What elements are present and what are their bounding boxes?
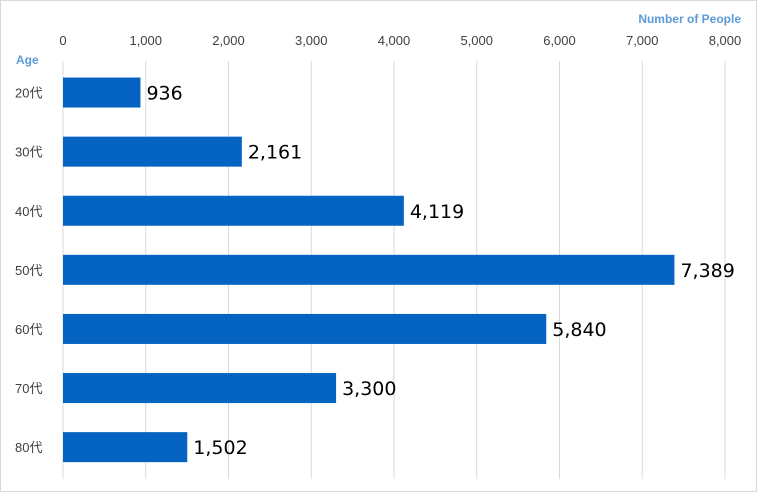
data-label: 5,840: [552, 319, 606, 341]
y-category-label: 30代: [15, 145, 42, 160]
bar: [63, 77, 141, 108]
bar: [63, 195, 404, 226]
x-tick-label: 5,000: [460, 33, 493, 48]
y-category-label: 20代: [15, 86, 42, 101]
data-label: 7,389: [680, 260, 734, 282]
data-label: 2,161: [248, 142, 302, 164]
y-category-label: 60代: [15, 322, 42, 337]
data-label: 1,502: [193, 437, 247, 459]
data-label: 4,119: [410, 201, 464, 223]
y-axis-title: Age: [16, 53, 39, 67]
x-tick-label: 0: [59, 33, 66, 48]
y-category-label: 80代: [15, 440, 42, 455]
bar: [63, 136, 242, 167]
x-tick-label: 1,000: [129, 33, 162, 48]
x-tick-label: 3,000: [295, 33, 328, 48]
bars: [63, 77, 675, 463]
y-category-label: 70代: [15, 381, 42, 396]
x-tick-label: 2,000: [212, 33, 245, 48]
data-label: 936: [146, 83, 182, 105]
x-axis-title: Number of People: [638, 12, 741, 26]
x-axis-ticks: 0 1,000 2,000 3,000 4,000 5,000 6,000 7,000 8,00…: [59, 33, 741, 48]
x-tick-label: 7,000: [626, 33, 659, 48]
y-category-label: 40代: [15, 204, 42, 219]
x-tick-label: 8,000: [709, 33, 742, 48]
data-label: 3,300: [342, 378, 396, 400]
bar: [63, 432, 188, 463]
y-axis-categories: 20代 30代 40代 50代 60代 70代 80代: [15, 86, 42, 456]
x-tick-label: 4,000: [378, 33, 411, 48]
data-labels: 936 2,161 4,119 7,389 5,840 3,300 1,502: [146, 83, 734, 460]
x-tick-label: 6,000: [543, 33, 576, 48]
bar: [63, 313, 547, 344]
y-category-label: 50代: [15, 263, 42, 278]
bar: [63, 254, 675, 285]
bar: [63, 373, 337, 404]
